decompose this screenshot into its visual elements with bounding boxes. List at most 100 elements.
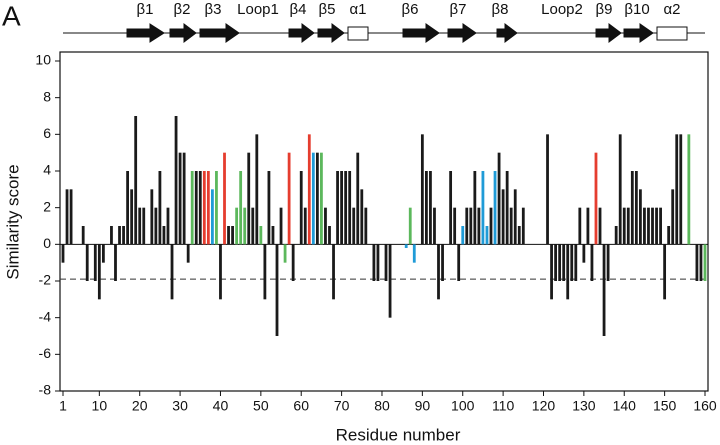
- bar: [154, 207, 158, 245]
- bar: [259, 226, 263, 245]
- bar: [550, 244, 553, 300]
- bar: [162, 226, 166, 245]
- bar: [433, 207, 436, 245]
- bar: [69, 189, 73, 245]
- y-tick-label: -8: [39, 382, 52, 398]
- bar: [521, 207, 525, 245]
- bar: [505, 171, 509, 245]
- bar: [643, 207, 646, 245]
- y-axis-label: Similarity score: [3, 164, 22, 279]
- bar: [626, 207, 630, 245]
- strand-arrow: [402, 23, 440, 43]
- bar: [598, 207, 602, 245]
- x-tick-label: 140: [613, 398, 637, 414]
- bar: [659, 207, 662, 245]
- bar: [388, 244, 392, 318]
- bar: [279, 207, 283, 245]
- bar: [247, 152, 251, 245]
- bar: [578, 207, 582, 245]
- x-tick-label: 30: [172, 398, 188, 414]
- x-tick-label: 110: [492, 398, 515, 414]
- structure-label: Loop1: [237, 1, 279, 18]
- y-tick-label: 2: [43, 198, 51, 214]
- bar: [97, 244, 101, 300]
- bar: [251, 207, 255, 245]
- bar: [227, 226, 230, 245]
- bar: [606, 244, 610, 281]
- bar: [303, 207, 307, 245]
- bar: [437, 244, 440, 300]
- bar: [190, 171, 194, 245]
- x-tick-label: 120: [532, 398, 556, 414]
- bar: [424, 171, 428, 245]
- panel-label: A: [2, 0, 21, 31]
- bar: [372, 244, 376, 281]
- x-tick-label: 70: [334, 398, 350, 414]
- y-tick-label: 4: [43, 162, 51, 178]
- bar: [651, 207, 654, 245]
- bar: [307, 134, 311, 245]
- bar: [695, 244, 699, 281]
- bar: [126, 171, 130, 245]
- x-tick-label: 50: [253, 398, 269, 414]
- bar: [275, 244, 279, 336]
- bar: [340, 171, 344, 245]
- strand-arrow: [623, 23, 654, 43]
- structure-label: β3: [205, 1, 222, 18]
- bar: [324, 207, 327, 245]
- y-tick-label: -4: [39, 308, 52, 324]
- bar: [271, 226, 275, 245]
- x-tick-label: 1: [59, 398, 67, 414]
- bar: [182, 152, 186, 245]
- bar: [210, 189, 214, 245]
- bar: [703, 244, 707, 281]
- secondary-structure: [63, 23, 705, 43]
- x-tick-label: 40: [213, 398, 229, 414]
- bar: [364, 207, 368, 245]
- bar: [344, 171, 348, 245]
- bar: [477, 207, 481, 245]
- bar: [634, 171, 638, 245]
- bar: [130, 189, 134, 245]
- x-tick-label: 10: [92, 398, 108, 414]
- bar: [517, 226, 521, 245]
- bar: [420, 134, 424, 245]
- bar: [315, 152, 319, 245]
- helix-box: [656, 26, 688, 41]
- structure-label: β9: [596, 1, 613, 18]
- bar: [134, 116, 138, 245]
- x-tick-label: 130: [572, 398, 596, 414]
- bar: [481, 171, 485, 245]
- bar: [509, 207, 513, 245]
- bar: [469, 207, 473, 245]
- bar: [122, 226, 125, 245]
- bar: [699, 244, 703, 281]
- bar: [328, 226, 331, 245]
- bar: [408, 207, 412, 245]
- bar: [93, 244, 97, 281]
- bar: [320, 152, 323, 245]
- bar: [65, 189, 69, 245]
- bar: [663, 244, 667, 300]
- bar: [465, 207, 469, 245]
- strand-arrow: [595, 23, 622, 43]
- structure-label: β10: [624, 1, 649, 18]
- structure-label: β2: [174, 1, 191, 18]
- bar: [429, 171, 432, 245]
- bar: [675, 134, 679, 245]
- bar: [81, 226, 85, 245]
- x-tick-label: 160: [693, 398, 717, 414]
- y-tick-label: -6: [39, 345, 52, 361]
- x-tick-label: 150: [653, 398, 677, 414]
- bar: [671, 189, 675, 245]
- bar: [158, 171, 162, 245]
- bar: [61, 244, 65, 263]
- bar: [647, 207, 650, 245]
- strand-arrow: [169, 23, 197, 43]
- bar: [457, 244, 461, 281]
- strand-arrow: [288, 23, 315, 43]
- structure-labels: β1 β2 β3 Loop1 β4 β5 α1 β6 β7 β8 Loop2 β9 β10 α2: [137, 1, 681, 18]
- bar: [352, 207, 356, 245]
- bar: [404, 244, 408, 248]
- bar: [360, 189, 364, 245]
